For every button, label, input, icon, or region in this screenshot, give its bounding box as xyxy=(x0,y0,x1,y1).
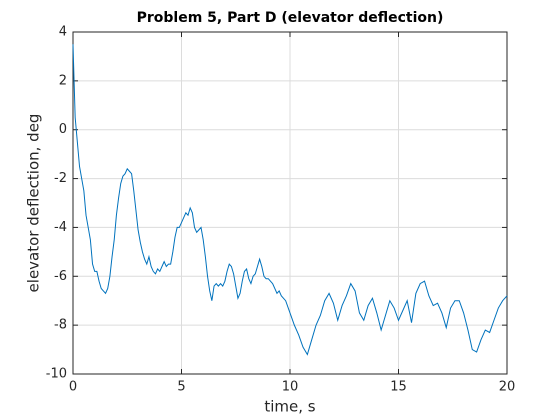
x-tick-label: 20 xyxy=(499,380,516,395)
chart-title: Problem 5, Part D (elevator deflection) xyxy=(137,10,444,26)
x-tick-label: 15 xyxy=(390,380,407,395)
y-tick-label: -2 xyxy=(54,171,67,186)
y-axis-label: elevator deflection, deg xyxy=(25,114,43,293)
y-tick-label: 2 xyxy=(59,73,67,88)
x-tick-label: 0 xyxy=(69,380,77,395)
y-tick-label: -10 xyxy=(46,367,67,382)
y-tick-label: -6 xyxy=(54,269,67,284)
y-tick-label: -4 xyxy=(54,220,67,235)
data-line xyxy=(72,44,508,356)
x-tick-label: 10 xyxy=(282,380,299,395)
axes-box xyxy=(72,31,508,375)
x-tick-label: 5 xyxy=(177,380,185,395)
y-tick-label: 4 xyxy=(59,25,67,40)
y-tick-label: 0 xyxy=(59,122,67,137)
x-axis-label: time, s xyxy=(264,398,315,416)
y-tick-label: -8 xyxy=(54,318,67,333)
